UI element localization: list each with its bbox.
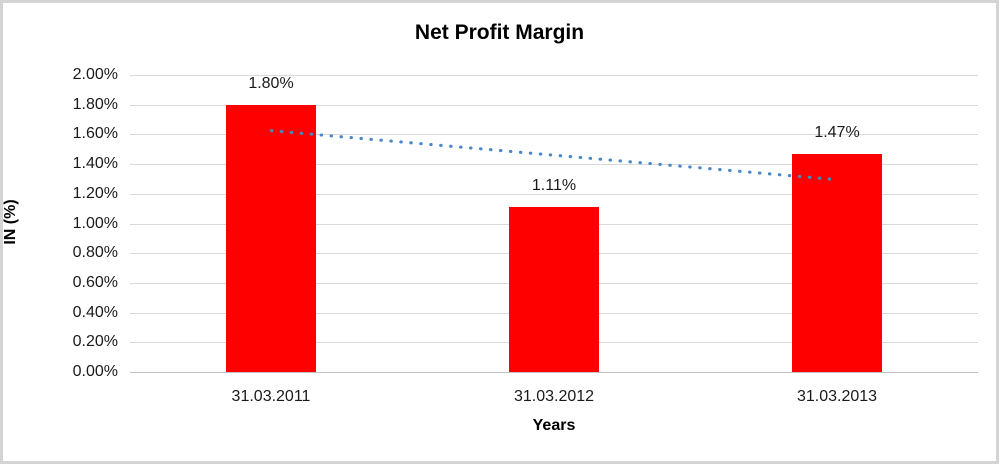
- y-tick-label: 1.80%: [72, 96, 118, 113]
- y-tick-label: 1.60%: [72, 125, 118, 142]
- bar-31.03.2012: [509, 207, 599, 372]
- y-tick-label: 2.00%: [72, 66, 118, 83]
- x-axis-line: [130, 372, 978, 373]
- y-tick-label: 0.60%: [72, 274, 118, 291]
- y-tick-label: 1.20%: [72, 185, 118, 202]
- data-label: 1.80%: [248, 75, 294, 92]
- gridline: [130, 194, 978, 195]
- y-tick-label: 0.00%: [72, 363, 118, 380]
- y-tick-label: 0.20%: [72, 333, 118, 350]
- data-label: 1.47%: [814, 124, 860, 141]
- x-axis-title: Years: [532, 417, 576, 434]
- y-tick-label: 0.40%: [72, 304, 118, 321]
- data-label: 1.11%: [531, 177, 577, 194]
- y-tick-label: 1.00%: [72, 215, 118, 232]
- x-tick-label: 31.03.2013: [796, 388, 878, 405]
- chart-title: Net Profit Margin: [414, 21, 585, 44]
- y-tick-label: 0.80%: [72, 244, 118, 261]
- y-tick-label: 1.40%: [72, 155, 118, 172]
- bar-31.03.2013: [792, 154, 882, 372]
- bar-31.03.2011: [226, 105, 316, 372]
- x-tick-label: 31.03.2011: [231, 388, 311, 405]
- x-tick-label: 31.03.2012: [513, 388, 595, 405]
- gridline: [130, 105, 978, 106]
- gridline: [130, 75, 978, 76]
